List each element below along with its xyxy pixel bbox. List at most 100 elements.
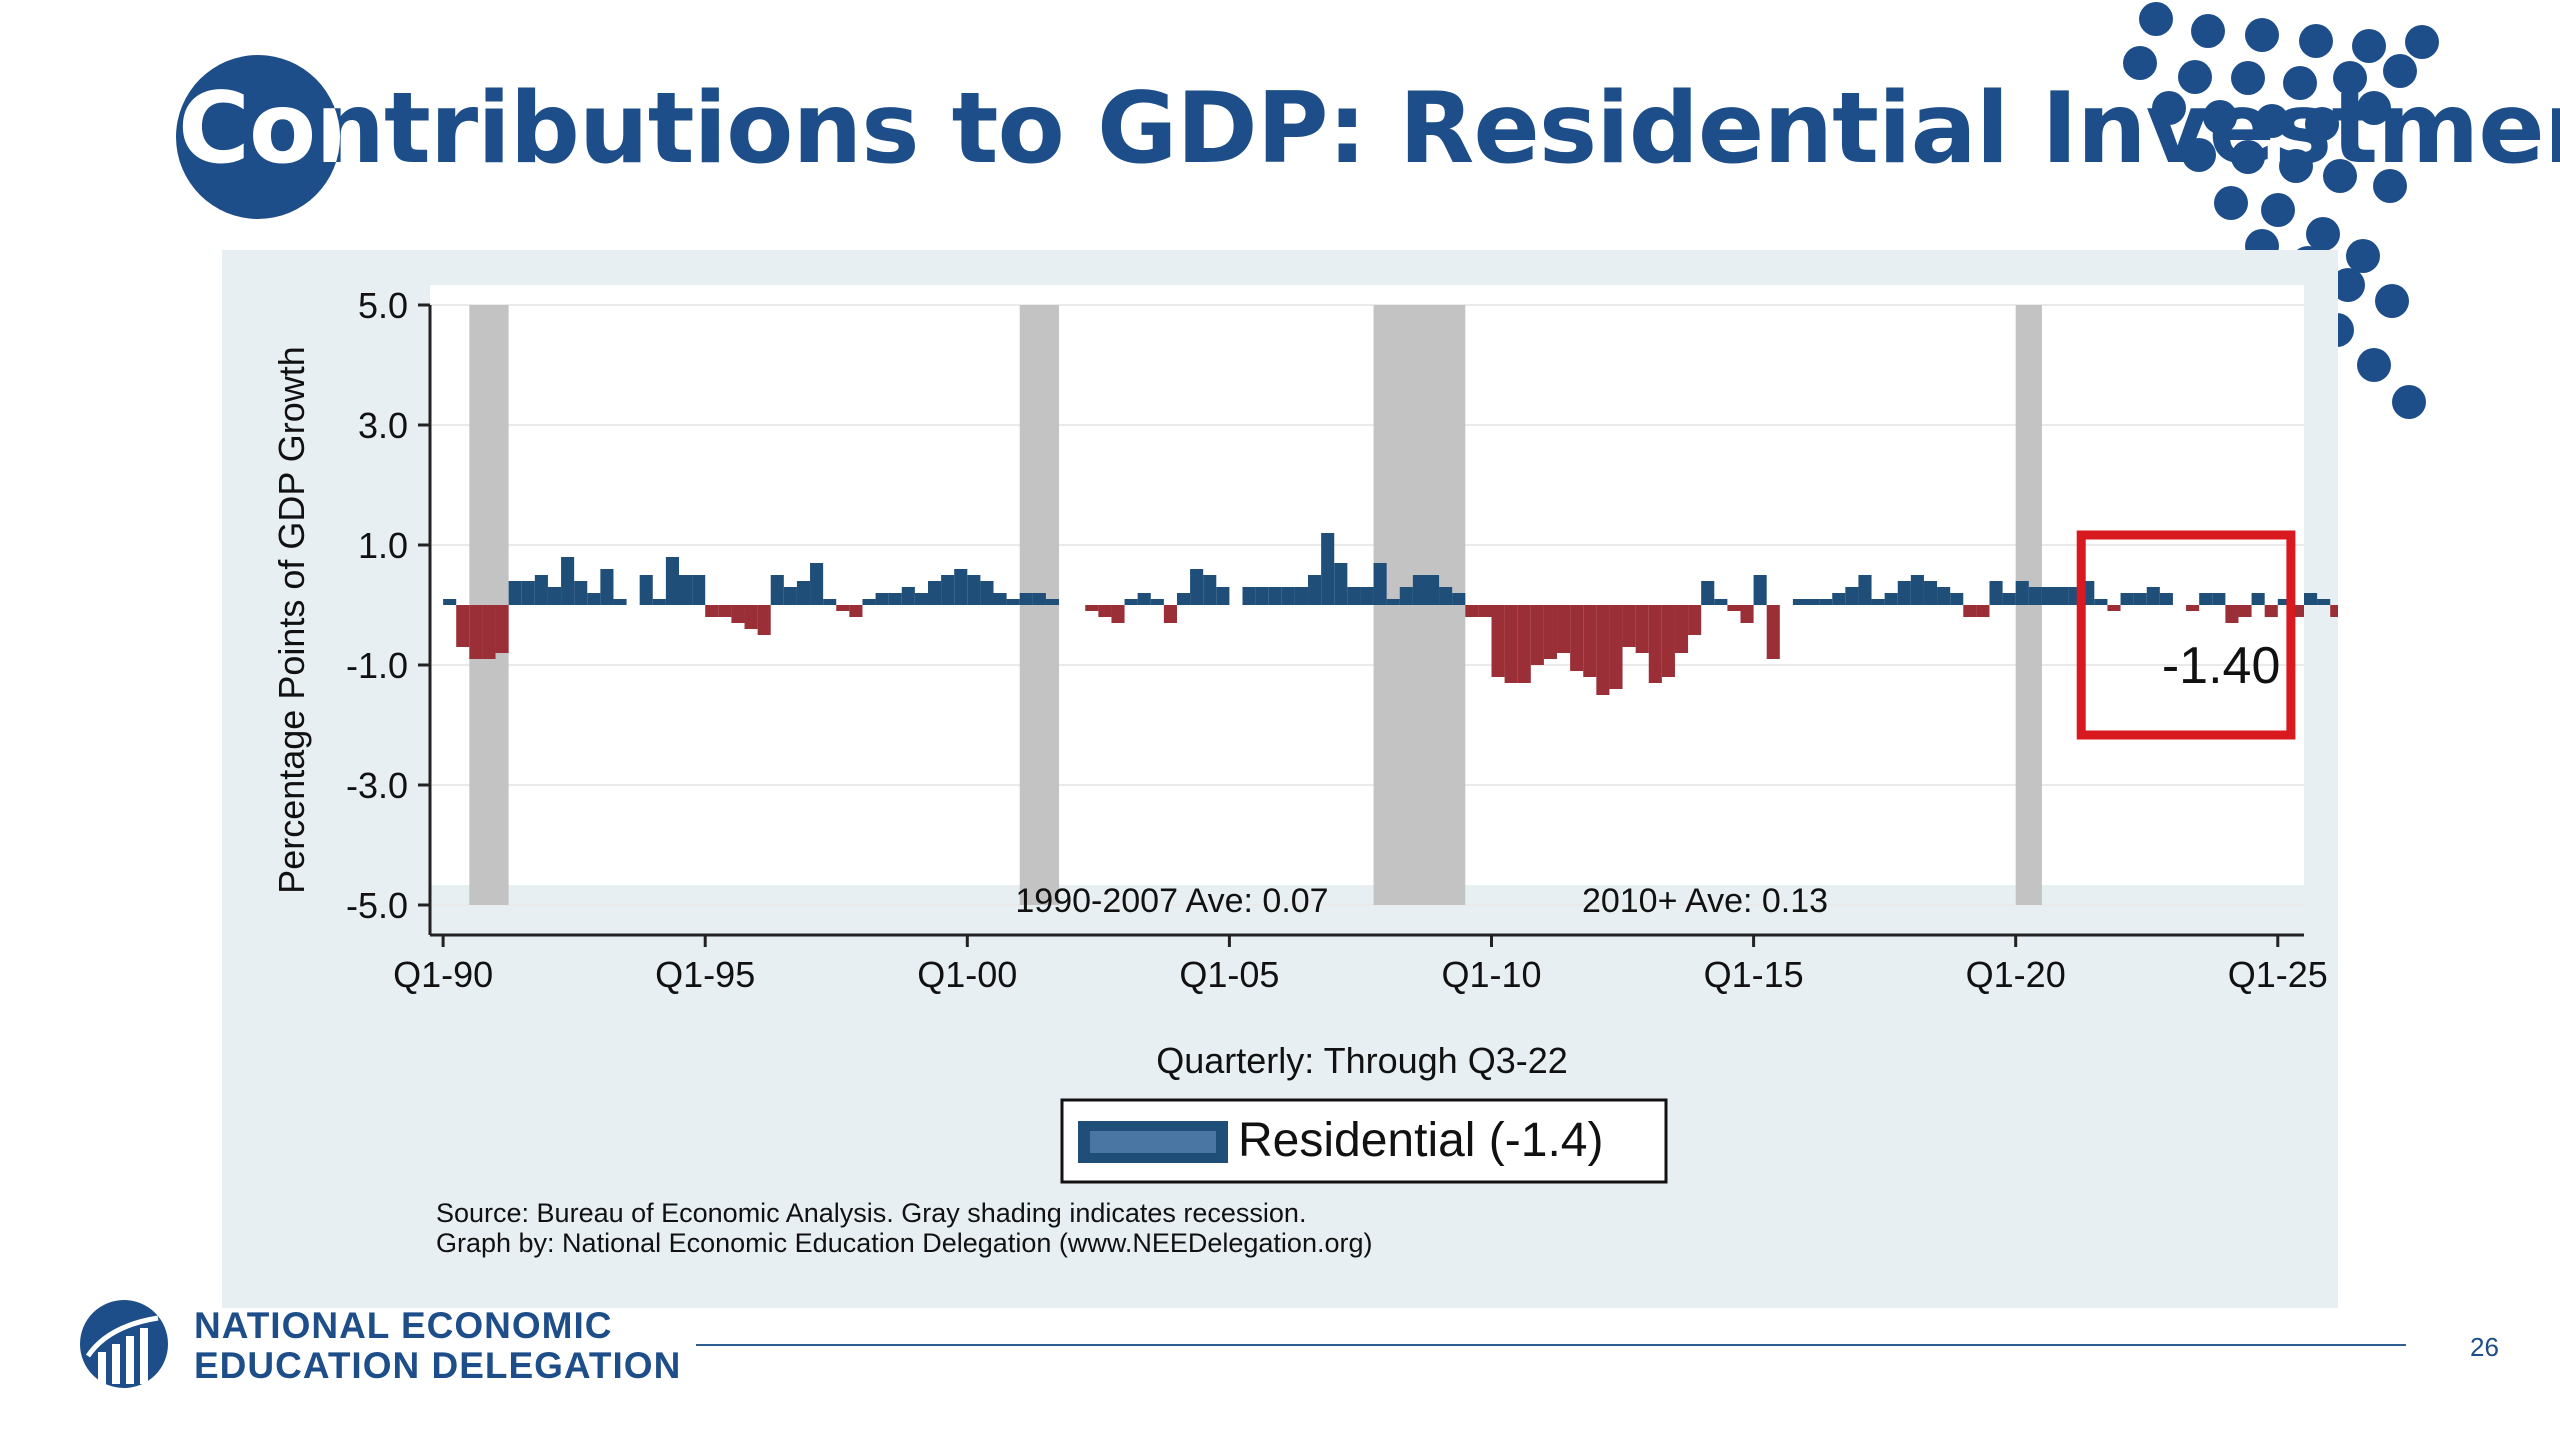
data-bar	[1570, 605, 1584, 671]
decorative-dot	[2357, 91, 2391, 125]
org-name-line1: NATIONAL ECONOMIC	[194, 1305, 613, 1346]
data-bar	[2330, 605, 2338, 617]
data-bar	[1845, 587, 1859, 605]
data-bar	[2212, 593, 2226, 605]
data-bar	[914, 593, 928, 605]
data-bar	[901, 587, 915, 605]
data-bar	[1806, 599, 1820, 605]
decorative-dot	[2231, 61, 2265, 95]
chart-panel: 5.0 3.0 1.0 -1.0 -3.0 -5.0 Q1-90 Q1-95 Q1-00 Q1-…	[222, 250, 2338, 1308]
data-bar	[1150, 599, 1164, 605]
data-bar	[1124, 599, 1138, 605]
data-bar	[561, 557, 575, 605]
data-bar	[1950, 593, 1964, 605]
data-bar	[1543, 605, 1558, 659]
data-bar	[744, 605, 758, 629]
data-bar	[2199, 593, 2213, 605]
data-bar	[1032, 593, 1046, 605]
data-bar	[1425, 575, 1440, 605]
x-tick-label: Q1-20	[1966, 954, 2066, 995]
data-bar	[1268, 587, 1282, 605]
data-bar	[1622, 605, 1636, 647]
decorative-dot	[2261, 193, 2295, 227]
decorative-dot	[2214, 186, 2248, 220]
data-bar	[1910, 575, 1924, 605]
data-bar	[888, 593, 902, 605]
data-bar	[810, 563, 824, 605]
data-bar	[1963, 605, 1977, 617]
y-axis-title: Percentage Points of GDP Growth	[271, 346, 312, 894]
data-bar	[2317, 599, 2331, 605]
data-bar	[1478, 605, 1492, 617]
data-bar	[783, 587, 797, 605]
decorative-dot	[2123, 46, 2157, 80]
legend-label: Residential (-1.4)	[1238, 1114, 1603, 1167]
data-bar	[1373, 563, 1387, 605]
data-bar	[941, 575, 955, 605]
annotation-avg-1990-2007: 1990-2007 Ave: 0.07	[1015, 882, 1328, 920]
data-bar	[2186, 605, 2200, 611]
data-bar	[927, 581, 942, 605]
data-bar	[2028, 587, 2042, 605]
data-bar	[2002, 593, 2016, 605]
decorative-dot	[2373, 169, 2407, 203]
page-number: 26	[2470, 1332, 2499, 1362]
data-bar	[1819, 599, 1833, 605]
decorative-dot	[2346, 239, 2380, 273]
decorative-dot	[2299, 24, 2333, 58]
callout-box	[2076, 530, 2296, 740]
org-name-line2: EDUCATION DELEGATION	[194, 1345, 682, 1386]
data-bar	[692, 575, 706, 605]
data-bar	[665, 557, 679, 605]
data-bar	[1294, 587, 1309, 605]
y-tick-label: -3.0	[346, 765, 408, 806]
data-bar	[1111, 605, 1125, 623]
gdp-contribution-chart: 5.03.01.0-1.0-3.0-5.0 Q1-90 Q1-95 Q1-00 Q1-…	[271, 285, 2338, 1184]
data-bar	[1137, 593, 1151, 605]
graph-by-line: Graph by: National Economic Education De…	[436, 1228, 1373, 1258]
data-bar	[862, 599, 876, 605]
y-tick-label: -5.0	[346, 885, 408, 926]
decorative-dot	[2203, 100, 2237, 134]
data-bar	[574, 581, 588, 605]
data-bar	[1334, 563, 1348, 605]
x-tick-label: Q1-00	[917, 954, 1017, 995]
data-bar	[1714, 599, 1728, 605]
data-bar	[1701, 581, 1715, 605]
data-bar	[1491, 605, 1505, 677]
data-bar	[705, 605, 719, 617]
legend: Residential (-1.4)	[1060, 1098, 1668, 1184]
data-bar	[2277, 599, 2291, 605]
need-logo-icon	[80, 1300, 168, 1388]
data-bar	[678, 575, 693, 605]
data-bar	[2304, 593, 2318, 605]
data-bar	[1858, 575, 1872, 605]
slide-title: Contributions to GDP: Residential Invest…	[178, 72, 2560, 186]
decorative-dot	[2352, 29, 2386, 63]
data-bar	[1399, 587, 1413, 605]
decorative-dot	[2323, 159, 2357, 193]
data-bar	[1923, 581, 1938, 605]
data-bar	[1688, 605, 1702, 635]
decorative-dot	[2392, 385, 2426, 419]
data-bar	[521, 581, 535, 605]
data-bar	[587, 593, 601, 605]
data-bar	[1439, 587, 1453, 605]
data-bar	[469, 605, 483, 659]
data-bar	[1504, 605, 1518, 683]
decorative-dot	[2405, 25, 2439, 59]
data-bar	[2251, 593, 2265, 605]
data-bar	[836, 605, 850, 611]
data-bar	[1085, 605, 1099, 611]
data-bar	[980, 581, 994, 605]
data-bar	[652, 599, 666, 605]
x-tick-label: Q1-15	[1704, 954, 1804, 995]
data-bar	[1163, 605, 1177, 623]
data-bar	[1792, 599, 1807, 605]
decorative-dot	[2191, 14, 2225, 48]
decorative-dot	[2152, 91, 2186, 125]
data-bar	[1019, 593, 1033, 605]
x-axis-ticks: Q1-90 Q1-95 Q1-00 Q1-05 Q1-10 Q1-15 Q1-20 Q1-25	[393, 935, 2328, 995]
data-bar	[1740, 605, 1754, 623]
y-tick-label: 5.0	[358, 285, 408, 326]
